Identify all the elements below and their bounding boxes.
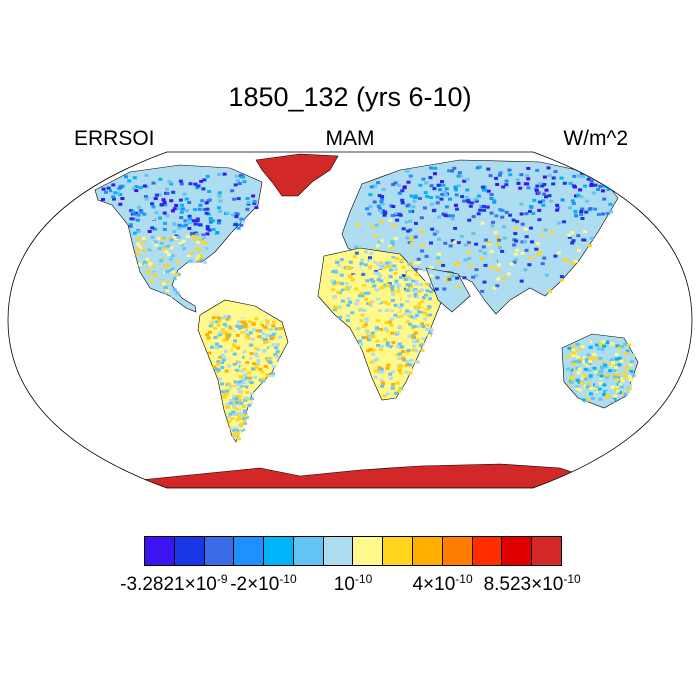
season-label: MAM: [325, 127, 375, 150]
colorbar-tick-label: 10-10: [333, 572, 373, 595]
colorbar-swatch: [233, 536, 264, 566]
units-label: W/m^2: [563, 127, 628, 150]
colorbar-swatch: [441, 536, 472, 566]
greenland-land: [255, 153, 339, 197]
colorbar-swatch: [292, 536, 323, 566]
variable-label: ERRSOI: [74, 127, 155, 150]
map-frame: [7, 151, 693, 489]
colorbar-swatch: [382, 536, 413, 566]
colorbar-swatch: [144, 536, 174, 566]
colorbar: [144, 536, 562, 566]
colorbar-tick-label: -2×10-10: [230, 572, 297, 595]
colorbar-swatch: [501, 536, 532, 566]
colorbar-tick-label: -3.2821×10-9: [120, 572, 228, 595]
colorbar-swatch: [263, 536, 293, 566]
colorbar-swatch: [412, 536, 442, 566]
colorbar-swatch: [173, 536, 204, 566]
colorbar-swatch: [471, 536, 502, 566]
colorbar-swatch: [531, 536, 562, 566]
colorbar-swatch: [352, 536, 383, 566]
data-speckle: [101, 165, 636, 441]
colorbar-tick-label: 4×10-10: [412, 572, 473, 595]
colorbar-swatch: [203, 536, 234, 566]
colorbar-swatch: [322, 536, 353, 566]
map-title: 1850_132 (yrs 6-10): [228, 82, 472, 112]
antarctica-land: [119, 463, 601, 488]
colorbar-tick-label: 8.523×10-10: [483, 572, 581, 595]
